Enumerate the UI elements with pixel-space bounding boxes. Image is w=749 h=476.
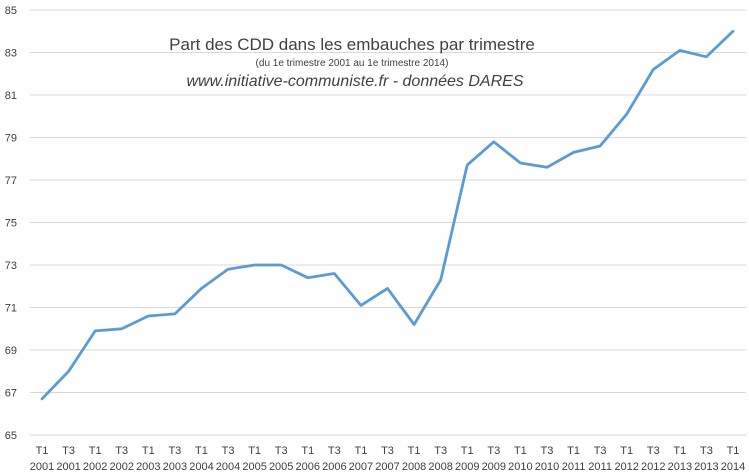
x-tick-label-quarter: T1 bbox=[514, 445, 527, 457]
gridlines bbox=[30, 9, 746, 436]
x-tick-label-quarter: T1 bbox=[567, 445, 580, 457]
x-tick-label-quarter: T1 bbox=[355, 445, 368, 457]
y-tick-label: 69 bbox=[5, 345, 17, 357]
x-tick-label-year: 2010 bbox=[508, 461, 532, 473]
x-tick-label-year: 2005 bbox=[242, 461, 266, 473]
y-tick-label: 67 bbox=[5, 388, 17, 400]
x-tick-label-quarter: T1 bbox=[195, 445, 208, 457]
x-tick-label-year: 2003 bbox=[163, 461, 187, 473]
y-tick-label: 77 bbox=[5, 175, 17, 187]
x-tick-label-quarter: T3 bbox=[328, 445, 341, 457]
x-tick-label-year: 2013 bbox=[668, 461, 692, 473]
x-tick-label-year: 2001 bbox=[56, 461, 80, 473]
x-tick-label-year: 2012 bbox=[641, 461, 665, 473]
y-tick-label: 71 bbox=[5, 303, 17, 315]
x-tick-label-year: 2006 bbox=[296, 461, 320, 473]
series-line-cdd-share bbox=[40, 29, 735, 401]
y-tick-label: 81 bbox=[5, 90, 17, 102]
x-tick-label-year: 2009 bbox=[482, 461, 506, 473]
series bbox=[40, 29, 735, 401]
x-tick-label-quarter: T1 bbox=[142, 445, 155, 457]
x-tick-label-year: 2014 bbox=[721, 461, 745, 473]
x-tick-label-year: 2011 bbox=[562, 461, 586, 473]
x-tick-label-quarter: T3 bbox=[381, 445, 394, 457]
x-tick-label-quarter: T3 bbox=[168, 445, 181, 457]
chart-subtitle: (du 1e trimestre 2001 au 1e trimestre 20… bbox=[256, 58, 449, 69]
x-tick-label-year: 2004 bbox=[189, 461, 213, 473]
y-axis-tick-labels: 65 67 69 71 73 75 77 79 81 83 85 bbox=[5, 5, 17, 442]
x-axis-tick-labels: T1 2001 T3 2001 T1 2002 T3 2002 T1 2003 T3 2003 T1 20… bbox=[30, 445, 745, 473]
y-tick-label: 75 bbox=[5, 218, 17, 230]
chart-title: Part des CDD dans les embauches par trim… bbox=[169, 35, 535, 54]
x-tick-label-year: 2002 bbox=[109, 461, 133, 473]
x-tick-label-quarter: T3 bbox=[275, 445, 288, 457]
y-tick-label: 83 bbox=[5, 48, 17, 60]
x-tick-label-year: 2006 bbox=[322, 461, 346, 473]
x-tick-label-year: 2004 bbox=[216, 461, 240, 473]
x-tick-label-quarter: T1 bbox=[461, 445, 474, 457]
x-tick-label-quarter: T1 bbox=[727, 445, 740, 457]
x-tick-label-quarter: T3 bbox=[700, 445, 713, 457]
x-tick-label-year: 2013 bbox=[694, 461, 718, 473]
x-tick-label-quarter: T3 bbox=[541, 445, 554, 457]
x-tick-label-year: 2003 bbox=[136, 461, 160, 473]
y-tick-label: 79 bbox=[5, 133, 17, 145]
x-tick-label-quarter: T1 bbox=[36, 445, 49, 457]
x-tick-label-year: 2005 bbox=[269, 461, 293, 473]
x-tick-label-quarter: T3 bbox=[594, 445, 607, 457]
y-tick-label: 85 bbox=[5, 5, 17, 17]
x-tick-label-quarter: T1 bbox=[620, 445, 633, 457]
x-tick-label-year: 2007 bbox=[349, 461, 373, 473]
x-tick-label-year: 2010 bbox=[535, 461, 559, 473]
chart-source: www.initiative-communiste.fr - données D… bbox=[186, 73, 523, 90]
x-tick-label-quarter: T3 bbox=[487, 445, 500, 457]
x-tick-label-year: 2008 bbox=[428, 461, 452, 473]
x-tick-label-quarter: T3 bbox=[62, 445, 75, 457]
x-tick-label-quarter: T1 bbox=[673, 445, 686, 457]
x-tick-label-year: 2007 bbox=[375, 461, 399, 473]
x-tick-label-year: 2001 bbox=[30, 461, 54, 473]
x-tick-label-quarter: T1 bbox=[408, 445, 421, 457]
x-tick-label-quarter: T1 bbox=[248, 445, 261, 457]
x-tick-label-year: 2011 bbox=[588, 461, 612, 473]
x-tick-label-year: 2002 bbox=[83, 461, 107, 473]
y-tick-label: 65 bbox=[5, 430, 17, 442]
x-tick-label-quarter: T3 bbox=[115, 445, 128, 457]
y-tick-label: 73 bbox=[5, 260, 17, 272]
x-tick-label-year: 2009 bbox=[455, 461, 479, 473]
x-tick-label-quarter: T3 bbox=[434, 445, 447, 457]
x-tick-label-quarter: T3 bbox=[222, 445, 235, 457]
x-tick-label-quarter: T3 bbox=[647, 445, 660, 457]
x-tick-label-quarter: T1 bbox=[89, 445, 102, 457]
x-tick-label-year: 2012 bbox=[614, 461, 638, 473]
x-tick-label-quarter: T1 bbox=[301, 445, 314, 457]
x-tick-label-year: 2008 bbox=[402, 461, 426, 473]
